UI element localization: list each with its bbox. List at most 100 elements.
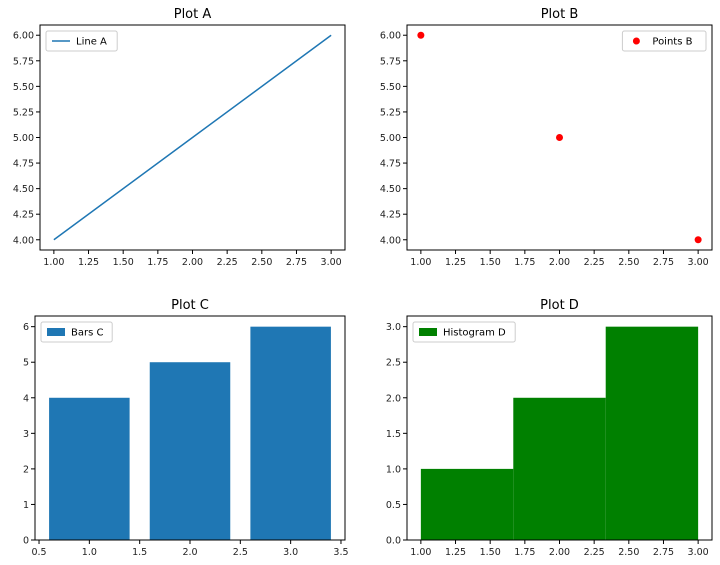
legend-label: Points B bbox=[652, 37, 692, 48]
y-tick-label: 1.0 bbox=[386, 464, 401, 475]
x-tick-label: 2.00 bbox=[182, 257, 203, 268]
y-tick-label: 4.00 bbox=[380, 235, 401, 246]
x-tick-label: 2.25 bbox=[217, 257, 238, 268]
y-tick-label: 5.25 bbox=[13, 107, 34, 118]
y-tick-label: 6.00 bbox=[380, 31, 401, 42]
chart-title: Plot B bbox=[541, 7, 579, 22]
legend: Points B bbox=[621, 30, 707, 52]
legend: Bars C bbox=[40, 321, 113, 343]
y-tick-label: 4.25 bbox=[380, 210, 401, 221]
x-tick-label: 2.75 bbox=[653, 257, 674, 268]
x-tick-label: 2.25 bbox=[584, 547, 605, 558]
y-tick-label: 6 bbox=[23, 322, 29, 333]
x-tick-label: 2.75 bbox=[653, 547, 674, 558]
y-tick-label: 1 bbox=[23, 500, 29, 511]
x-tick-label: 2.50 bbox=[618, 257, 639, 268]
bar bbox=[49, 397, 130, 540]
x-tick-label: 1.75 bbox=[147, 257, 168, 268]
legend-label: Bars C bbox=[71, 328, 103, 339]
y-tick-label: 5.25 bbox=[380, 107, 401, 118]
x-tick-label: 1.75 bbox=[514, 547, 535, 558]
legend-label: Line A bbox=[76, 37, 107, 48]
y-tick-label: 0.0 bbox=[386, 536, 401, 547]
x-tick-label: 2.75 bbox=[286, 257, 307, 268]
y-tick-label: 5.50 bbox=[13, 82, 34, 93]
bar bbox=[250, 326, 331, 540]
x-tick-label: 1.5 bbox=[132, 547, 147, 558]
x-tick-label: 1.75 bbox=[514, 257, 535, 268]
data-point bbox=[417, 31, 425, 39]
histogram-bar bbox=[420, 468, 514, 540]
histogram-bar bbox=[513, 397, 606, 540]
x-tick-label: 0.5 bbox=[31, 547, 46, 558]
y-tick-label: 4.75 bbox=[380, 159, 401, 170]
x-tick-label: 2.5 bbox=[233, 547, 248, 558]
x-tick-label: 2.50 bbox=[618, 547, 639, 558]
bar bbox=[149, 362, 231, 540]
y-tick-label: 1.5 bbox=[386, 429, 401, 440]
x-tick-label: 1.50 bbox=[480, 547, 501, 558]
legend: Line A bbox=[45, 30, 118, 52]
chart-title: Plot D bbox=[540, 298, 579, 313]
y-tick-label: 4.00 bbox=[13, 235, 34, 246]
legend-frame bbox=[621, 30, 707, 52]
y-tick-label: 6.00 bbox=[13, 31, 34, 42]
legend-label: Histogram D bbox=[443, 328, 506, 339]
y-tick-label: 2 bbox=[23, 464, 29, 475]
x-tick-label: 3.00 bbox=[688, 547, 709, 558]
y-tick-label: 5.50 bbox=[380, 82, 401, 93]
data-point bbox=[556, 134, 563, 141]
x-tick-label: 2.0 bbox=[182, 547, 197, 558]
x-tick-label: 1.00 bbox=[410, 257, 431, 268]
y-tick-label: 5.00 bbox=[380, 133, 401, 144]
y-tick-label: 4.50 bbox=[13, 184, 34, 195]
chart-title: Plot A bbox=[174, 7, 212, 22]
x-tick-label: 3.0 bbox=[283, 547, 298, 558]
x-tick-label: 1.25 bbox=[78, 257, 99, 268]
y-tick-label: 4.25 bbox=[13, 210, 34, 221]
y-tick-label: 3.0 bbox=[386, 322, 401, 333]
x-tick-label: 3.00 bbox=[688, 257, 709, 268]
y-tick-label: 5.75 bbox=[380, 56, 401, 67]
legend-swatch bbox=[47, 328, 65, 336]
legend-frame bbox=[412, 321, 516, 343]
y-tick-label: 4.50 bbox=[380, 184, 401, 195]
x-tick-label: 1.0 bbox=[82, 547, 97, 558]
subplot-2: 1.00 1.25 1.50 1.75 2.00 2.25 2.50 2.75 3.00 4.00… bbox=[380, 7, 713, 268]
y-tick-label: 4 bbox=[23, 393, 29, 404]
x-tick-label: 1.00 bbox=[410, 547, 431, 558]
x-tick-label: 1.50 bbox=[113, 257, 134, 268]
y-tick-label: 3 bbox=[23, 429, 29, 440]
y-tick-label: 5.75 bbox=[13, 56, 34, 67]
x-tick-label: 1.25 bbox=[445, 257, 466, 268]
subplot-1: 1.00 1.25 1.50 1.75 2.00 2.25 2.50 2.75 3.00 4.00… bbox=[13, 7, 346, 268]
histogram-bar bbox=[605, 326, 699, 540]
data-point bbox=[694, 236, 702, 244]
x-tick-label: 1.50 bbox=[480, 257, 501, 268]
x-tick-label: 2.00 bbox=[549, 257, 570, 268]
x-tick-label: 2.50 bbox=[251, 257, 272, 268]
x-tick-label: 1.00 bbox=[43, 257, 64, 268]
x-tick-label: 2.00 bbox=[549, 547, 570, 558]
x-tick-label: 2.25 bbox=[584, 257, 605, 268]
x-tick-label: 1.25 bbox=[445, 547, 466, 558]
y-tick-label: 0.5 bbox=[386, 500, 401, 511]
y-tick-label: 5.00 bbox=[13, 133, 34, 144]
legend-frame bbox=[40, 321, 113, 343]
subplot-3: 0.5 1.0 1.5 2.0 2.5 3.0 3.5 0 1 2 3 4 5 6 Plot C Bars C bbox=[23, 298, 349, 558]
legend-swatch bbox=[419, 328, 437, 336]
x-tick-label: 3.5 bbox=[333, 547, 348, 558]
subplot-4: 1.00 1.25 1.50 1.75 2.00 2.25 2.50 2.75 3.00 0.0 0… bbox=[386, 298, 713, 558]
legend-swatch bbox=[632, 37, 640, 45]
y-tick-label: 2.0 bbox=[386, 393, 401, 404]
legend: Histogram D bbox=[412, 321, 516, 343]
chart-title: Plot C bbox=[171, 298, 209, 313]
x-tick-label: 3.00 bbox=[321, 257, 342, 268]
series-line bbox=[53, 34, 332, 241]
legend-frame bbox=[45, 30, 118, 52]
y-tick-label: 4.75 bbox=[13, 159, 34, 170]
y-tick-label: 0 bbox=[23, 536, 29, 547]
y-tick-label: 2.5 bbox=[386, 358, 401, 369]
y-tick-label: 5 bbox=[23, 358, 29, 369]
